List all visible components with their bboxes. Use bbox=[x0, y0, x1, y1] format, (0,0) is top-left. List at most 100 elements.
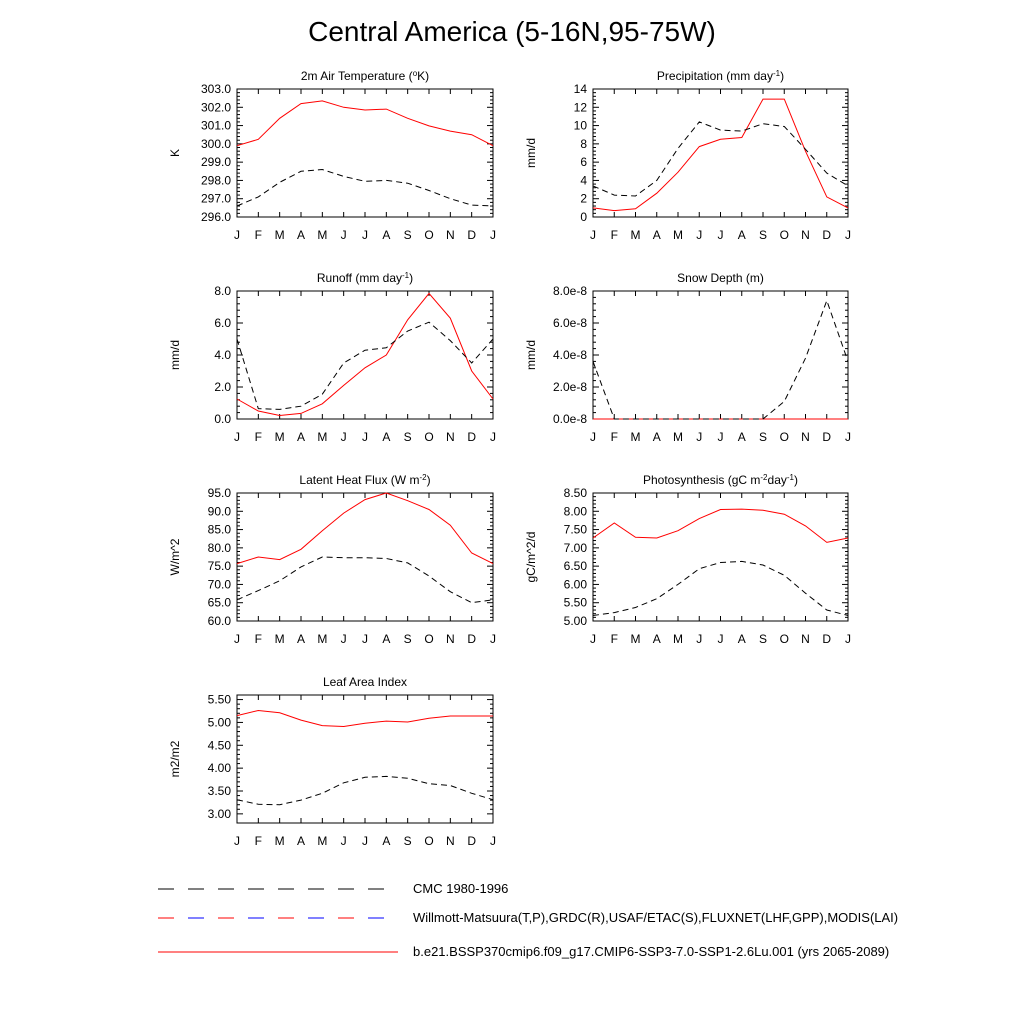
series-line-model bbox=[236, 492, 494, 565]
panel-title-part: -1 bbox=[773, 69, 781, 78]
y-axis-label: W/m^2 bbox=[168, 538, 182, 575]
x-tick-label: J bbox=[696, 228, 702, 242]
x-tick-label: M bbox=[275, 228, 285, 242]
x-tick-label: F bbox=[255, 632, 262, 646]
panel-title-part: -1 bbox=[402, 271, 410, 280]
y-tick-label: 4.50 bbox=[208, 738, 232, 752]
y-tick-label: 70.0 bbox=[208, 577, 232, 591]
panel-title-part: Leaf Area Index bbox=[323, 675, 407, 689]
x-tick-label: M bbox=[317, 228, 327, 242]
y-tick-label: 296.0 bbox=[201, 210, 231, 224]
x-tick-label: O bbox=[424, 632, 433, 646]
panel-title-part: -2 bbox=[419, 473, 427, 482]
y-tick-label: 3.00 bbox=[208, 807, 232, 821]
series-line-obs bbox=[592, 121, 849, 197]
y-tick-label: 2.0e-8 bbox=[553, 380, 587, 394]
x-tick-label: J bbox=[362, 632, 368, 646]
x-tick-label: M bbox=[673, 228, 683, 242]
y-tick-label: 302.0 bbox=[201, 100, 231, 114]
x-tick-label: J bbox=[362, 834, 368, 848]
panel-title-part: ) bbox=[794, 473, 798, 487]
y-tick-label: 10 bbox=[574, 119, 588, 133]
y-tick-label: 301.0 bbox=[201, 119, 231, 133]
plot-frame bbox=[592, 290, 849, 420]
x-tick-label: S bbox=[404, 228, 412, 242]
x-tick-label: O bbox=[780, 430, 789, 444]
x-tick-label: M bbox=[275, 430, 285, 444]
x-tick-label: F bbox=[255, 430, 262, 444]
panel-title-part: ) bbox=[409, 271, 413, 285]
x-tick-label: F bbox=[255, 834, 262, 848]
y-tick-label: 90.0 bbox=[208, 504, 232, 518]
y-tick-label: 65.0 bbox=[208, 596, 232, 610]
panel-title-part: Snow Depth (m) bbox=[677, 271, 764, 285]
x-tick-label: N bbox=[801, 228, 810, 242]
x-tick-label: D bbox=[822, 228, 831, 242]
panel-title-part: ) bbox=[780, 69, 784, 83]
y-tick-label: 85.0 bbox=[208, 523, 232, 537]
panel-title: Snow Depth (m) bbox=[677, 271, 764, 285]
series-line-obs bbox=[236, 775, 494, 806]
x-tick-label: J bbox=[341, 430, 347, 444]
y-tick-label: 5.50 bbox=[564, 596, 588, 610]
x-tick-label: M bbox=[317, 430, 327, 444]
x-tick-label: S bbox=[759, 228, 767, 242]
panel-title: Runoff (mm day-1) bbox=[317, 271, 413, 285]
panel-title-part: Runoff (mm day bbox=[317, 271, 402, 285]
panel-title-part: Latent Heat Flux (W m bbox=[299, 473, 419, 487]
x-tick-label: S bbox=[404, 632, 412, 646]
x-tick-label: J bbox=[718, 228, 724, 242]
x-tick-label: A bbox=[738, 632, 746, 646]
y-tick-label: 95.0 bbox=[208, 486, 232, 500]
plot-frame bbox=[236, 492, 494, 622]
chart-panel-0: 2m Air Temperature (oK)KJ F M A M J J A S O N D J296… bbox=[168, 69, 496, 242]
y-tick-label: 303.0 bbox=[201, 82, 231, 96]
chart-panel-3: Snow Depth (m)mm/dJ F M A M J J A S O N D J0.0e-82.0… bbox=[524, 271, 851, 444]
y-tick-label: 4.0 bbox=[214, 348, 231, 362]
y-tick-label: 8.50 bbox=[564, 486, 588, 500]
series-line-model bbox=[236, 292, 494, 417]
series-line-obs bbox=[236, 321, 494, 410]
plot-frame bbox=[236, 88, 494, 218]
y-tick-label: 8.0e-8 bbox=[553, 284, 587, 298]
panel-title-part: Precipitation (mm day bbox=[657, 69, 773, 83]
x-tick-label: J bbox=[341, 632, 347, 646]
x-tick-label: F bbox=[611, 430, 618, 444]
y-tick-label: 2 bbox=[580, 192, 587, 206]
x-tick-label: A bbox=[738, 430, 746, 444]
x-tick-label: J bbox=[696, 632, 702, 646]
x-tick-label: J bbox=[490, 632, 496, 646]
page-title: Central America (5-16N,95-75W) bbox=[308, 16, 716, 47]
series-line-model bbox=[592, 98, 849, 212]
x-tick-label: S bbox=[759, 430, 767, 444]
y-tick-label: 4.0e-8 bbox=[553, 348, 587, 362]
x-tick-label: A bbox=[653, 228, 661, 242]
chart-panel-1: Precipitation (mm day-1)mm/dJ F M A M J J A S O N D… bbox=[524, 69, 851, 242]
y-tick-label: 299.0 bbox=[201, 155, 231, 169]
series-line-model bbox=[236, 100, 494, 147]
panel-title-part: o bbox=[413, 69, 418, 78]
y-tick-label: 5.00 bbox=[208, 715, 232, 729]
x-tick-label: A bbox=[738, 228, 746, 242]
series-line-obs bbox=[236, 556, 494, 604]
x-tick-label: J bbox=[234, 228, 240, 242]
y-tick-label: 8 bbox=[580, 137, 587, 151]
x-tick-label: M bbox=[673, 632, 683, 646]
y-tick-label: 4.00 bbox=[208, 761, 232, 775]
plot-frame bbox=[236, 694, 494, 824]
x-tick-label: D bbox=[467, 430, 476, 444]
x-tick-label: N bbox=[446, 228, 455, 242]
y-tick-label: 6.50 bbox=[564, 559, 588, 573]
series-line-obs bbox=[592, 299, 849, 420]
x-tick-label: F bbox=[255, 228, 262, 242]
x-tick-label: M bbox=[631, 430, 641, 444]
x-tick-label: N bbox=[446, 834, 455, 848]
panel-title-part: -2 bbox=[760, 473, 768, 482]
y-tick-label: 60.0 bbox=[208, 614, 232, 628]
y-tick-label: 14 bbox=[574, 82, 588, 96]
x-tick-label: J bbox=[845, 430, 851, 444]
panel-title: 2m Air Temperature (oK) bbox=[301, 69, 429, 83]
x-tick-label: J bbox=[845, 228, 851, 242]
x-tick-label: J bbox=[490, 228, 496, 242]
plot-frame bbox=[592, 88, 849, 218]
